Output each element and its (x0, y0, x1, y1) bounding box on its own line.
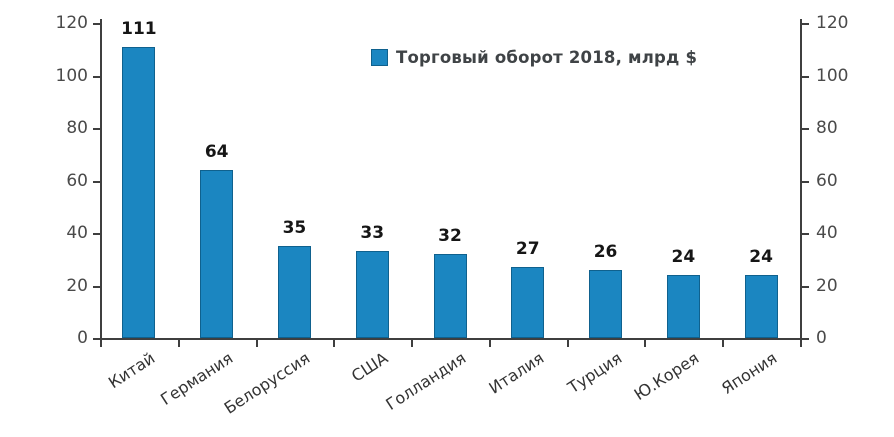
y-tick-left (93, 128, 100, 130)
x-axis (96, 338, 806, 340)
x-tick (177, 340, 180, 347)
y-tick-left (93, 285, 100, 288)
bar-value-label: 26 (593, 241, 618, 262)
x-tick (255, 340, 258, 347)
y-tick-right (802, 128, 809, 130)
bar-value-label: 24 (749, 247, 773, 267)
bar (277, 246, 311, 338)
x-tick (333, 340, 336, 347)
x-tick (566, 340, 569, 347)
y-tick-label-right: 80 (816, 118, 838, 138)
x-tick (644, 340, 647, 347)
bar (355, 251, 389, 338)
bar (122, 46, 156, 338)
y-tick-label-right: 0 (816, 328, 827, 348)
bar-value-label: 111 (121, 18, 157, 39)
bar-value-label: 27 (515, 239, 540, 260)
y-tick-label-left: 60 (66, 170, 88, 191)
bar (511, 267, 545, 338)
x-tick (800, 340, 802, 347)
y-tick-label-left: 120 (55, 13, 88, 33)
y-tick-left (93, 338, 100, 340)
bar (200, 170, 234, 338)
legend-marker-icon (371, 49, 388, 66)
chart-legend: Торговый оборот 2018, млрд $ (371, 48, 697, 67)
bar (666, 275, 700, 338)
x-tick (722, 340, 725, 347)
y-tick-label-left: 0 (77, 328, 88, 348)
y-tick-label-right: 60 (816, 170, 838, 191)
y-tick-label-right: 120 (816, 13, 849, 33)
y-tick-label-right: 40 (816, 223, 838, 243)
y-tick-label-left: 100 (55, 65, 88, 86)
y-tick-right (802, 338, 809, 340)
y-tick-label-left: 20 (66, 275, 88, 296)
x-tick (488, 340, 491, 347)
bar-value-label: 35 (282, 218, 307, 239)
y-axis-left (100, 19, 102, 340)
x-tick (100, 340, 102, 347)
y-tick-label-right: 100 (816, 65, 849, 86)
y-tick-right (802, 180, 809, 183)
bar (433, 254, 467, 338)
y-tick-left (93, 233, 100, 235)
y-axis-right (800, 19, 802, 340)
x-tick (411, 340, 414, 347)
legend-label: Торговый оборот 2018, млрд $ (396, 48, 698, 67)
bar-value-label: 33 (360, 223, 385, 244)
y-tick-right (802, 75, 809, 78)
y-tick-label-right: 20 (816, 275, 838, 296)
y-tick-left (93, 23, 100, 25)
bar (589, 269, 623, 338)
y-tick-right (802, 233, 809, 235)
y-tick-left (93, 180, 100, 183)
y-tick-left (93, 75, 100, 78)
bar (744, 275, 778, 338)
y-tick-right (802, 23, 809, 25)
bar-value-label: 32 (438, 226, 462, 246)
y-tick-label-left: 40 (66, 223, 88, 243)
bar-value-label: 24 (671, 247, 696, 267)
y-tick-label-left: 80 (66, 118, 88, 138)
y-tick-right (802, 285, 809, 288)
bar-value-label: 64 (204, 142, 229, 162)
